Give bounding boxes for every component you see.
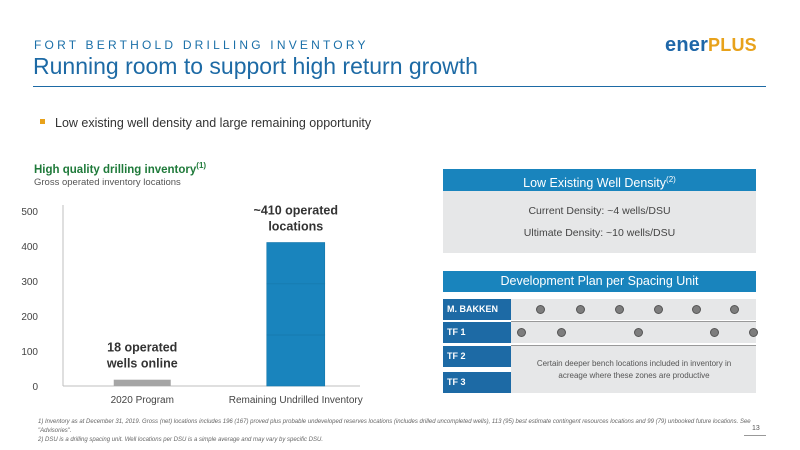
deep-bench-box: Certain deeper bench locations included … [511, 346, 756, 393]
company-logo: enerPLUS [665, 34, 757, 57]
track-m-bakken [511, 299, 756, 320]
well-dot [576, 305, 585, 314]
data-label: wells online [106, 357, 178, 371]
chart-subtitle: Gross operated inventory locations [34, 177, 181, 188]
y-tick-label: 500 [21, 207, 38, 218]
well-dot [615, 305, 624, 314]
row-label-m-bakken: M. BAKKEN [443, 299, 511, 320]
well-dot [634, 328, 643, 337]
well-dot [654, 305, 663, 314]
well-dot [710, 328, 719, 337]
current-density-text: Current Density: ~4 wells/DSU [528, 205, 671, 217]
logo-plus-text: PLUS [708, 35, 757, 55]
bullet-text: Low existing well density and large rema… [55, 116, 372, 130]
x-tick-label: 2020 Program [111, 395, 174, 406]
data-label: 18 operated [107, 341, 177, 355]
chart-title: High quality drilling inventory(1) [34, 161, 206, 176]
well-dot [517, 328, 526, 337]
well-dot [749, 328, 758, 337]
y-tick-label: 400 [21, 242, 38, 253]
plan-panel-heading: Development Plan per Spacing Unit [443, 271, 756, 292]
track-tf1 [511, 322, 758, 343]
data-label: ~410 operated [254, 204, 338, 218]
page-number-rule [744, 435, 766, 436]
title-divider [33, 86, 766, 87]
bar [266, 242, 326, 285]
section-kicker: FORT BERTHOLD DRILLING INVENTORY [34, 38, 369, 52]
bullet-square-icon [40, 119, 45, 125]
inventory-bar-chart: 0 100 200 300 400 500 2020 Program 18 operated w… [21, 204, 363, 407]
row-label-tf1: TF 1 [443, 322, 511, 343]
chart-title-text: High quality drilling inventory [34, 163, 197, 176]
footnote-1: 1) Inventory as at December 31, 2019. Gr… [38, 419, 751, 434]
well-dot [557, 328, 566, 337]
bar [266, 283, 326, 336]
density-heading-footnote: (2) [666, 175, 676, 184]
chart-title-footnote: (1) [196, 161, 207, 170]
well-dot [536, 305, 545, 314]
y-tick-label: 300 [21, 277, 38, 288]
y-tick-label: 0 [32, 382, 38, 393]
footnote-2: 2) DSU is a drilling spacing unit. Well … [38, 437, 324, 443]
footnotes: 1) Inventory as at December 31, 2019. Gr… [38, 418, 758, 445]
deep-bench-note: Certain deeper bench locations included … [536, 359, 732, 380]
page-number: 13 [752, 425, 760, 432]
logo-main-text: ener [665, 34, 709, 56]
density-heading-text: Low Existing Well Density [523, 176, 667, 191]
row-separator [511, 345, 756, 346]
well-dot [730, 305, 739, 314]
bar [266, 334, 326, 387]
data-label: locations [268, 220, 323, 234]
ultimate-density-text: Ultimate Density: ~10 wells/DSU [523, 227, 676, 239]
density-panel-heading: Low Existing Well Density(2) [443, 169, 756, 191]
y-tick-label: 100 [21, 347, 38, 358]
row-label-tf3: TF 3 [443, 372, 511, 393]
row-separator [511, 321, 756, 322]
slide-title: Running room to support high return grow… [33, 53, 478, 79]
well-dot [692, 305, 701, 314]
y-tick-label: 200 [21, 312, 38, 323]
row-label-tf2: TF 2 [443, 346, 511, 367]
x-tick-label: Remaining Undrilled Inventory [229, 395, 363, 406]
bar [113, 379, 171, 386]
key-bullet: Low existing well density and large rema… [40, 116, 371, 130]
density-panel-body: Current Density: ~4 wells/DSU Ultimate D… [443, 191, 756, 253]
